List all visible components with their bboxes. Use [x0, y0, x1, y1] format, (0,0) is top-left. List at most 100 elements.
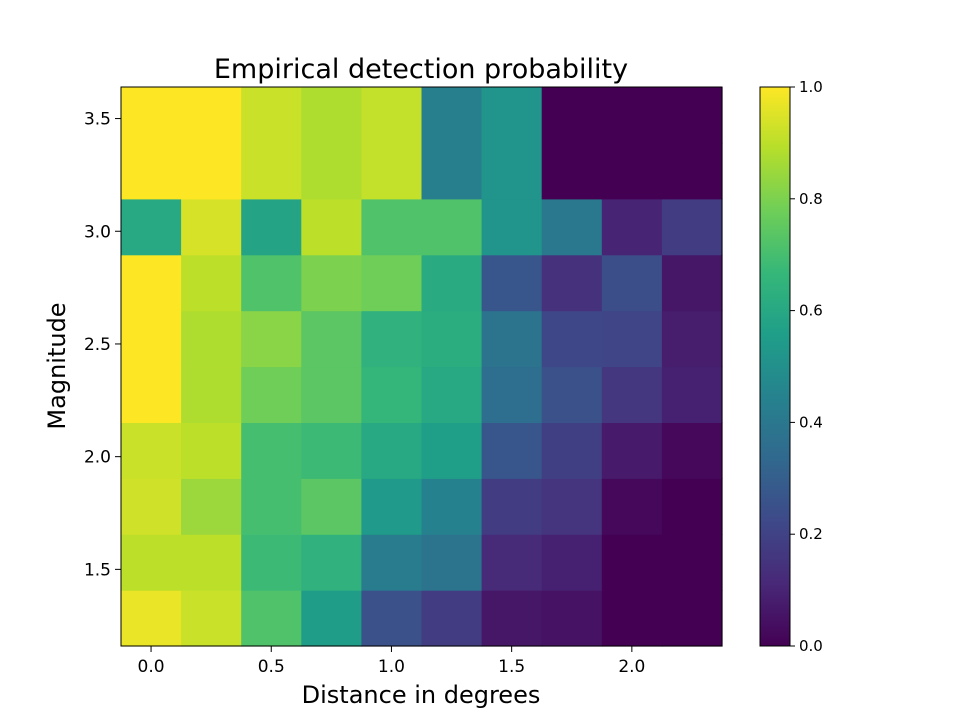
- heatmap-cell: [481, 478, 543, 535]
- heatmap-cell: [361, 534, 423, 591]
- heatmap-cell: [181, 366, 242, 423]
- heatmap-cell: [421, 310, 483, 368]
- heatmap-cell: [121, 310, 182, 368]
- heatmap-cell: [481, 142, 543, 200]
- heatmap-cell: [301, 590, 362, 647]
- x-tick-label: 1.0: [378, 657, 405, 677]
- heatmap-cell: [601, 534, 663, 591]
- heatmap-cell: [421, 478, 483, 535]
- heatmap-cell: [241, 534, 302, 591]
- heatmap-cell: [241, 254, 302, 312]
- heatmap-cell: [241, 198, 302, 256]
- heatmap-cell: [121, 534, 182, 591]
- heatmap-cell: [181, 534, 242, 591]
- heatmap-cell: [181, 310, 242, 368]
- x-tick-label: 2.0: [618, 657, 645, 677]
- y-tick-label: 3.0: [84, 222, 111, 242]
- x-tick-label: 1.5: [498, 657, 525, 677]
- heatmap-cell: [361, 254, 423, 312]
- y-tick-label: 2.0: [84, 448, 111, 468]
- heatmap-cell: [481, 422, 543, 479]
- heatmap-cell: [241, 478, 302, 535]
- heatmap-cell: [241, 366, 302, 423]
- colorbar-tick-label: 1.0: [799, 78, 823, 96]
- heatmap-cell: [541, 254, 603, 312]
- heatmap-cell: [481, 590, 543, 647]
- heatmap-cell: [121, 87, 182, 144]
- heatmap-cell: [301, 366, 362, 423]
- heatmap-cell: [421, 254, 483, 312]
- heatmap-cell: [661, 478, 723, 535]
- heatmap-cell: [541, 310, 603, 368]
- heatmap-cell: [661, 590, 723, 647]
- colorbar-tick-label: 0.0: [799, 637, 823, 655]
- heatmap-cell: [661, 254, 723, 312]
- heatmap-cell: [361, 142, 423, 200]
- heatmap-cell: [181, 478, 242, 535]
- heatmap-cell: [601, 310, 663, 368]
- y-tick-label: 1.5: [84, 560, 111, 580]
- heatmap-cell: [541, 590, 603, 647]
- colorbar: [759, 86, 791, 647]
- heatmap-cell: [301, 254, 362, 312]
- y-tick-label: 3.5: [84, 110, 111, 130]
- heatmap-cell: [121, 478, 182, 535]
- heatmap-cell: [301, 422, 362, 479]
- x-tick-label: 0.0: [138, 657, 165, 677]
- heatmap-cell: [181, 422, 242, 479]
- heatmap-cell: [121, 590, 182, 647]
- heatmap-cell: [481, 534, 543, 591]
- heatmap-cell: [661, 87, 723, 144]
- heatmap-cell: [661, 142, 723, 200]
- heatmap-cell: [421, 534, 483, 591]
- colorbar-ticks: 0.0 0.2 0.4 0.6 0.8 1.0: [790, 78, 823, 655]
- y-axis-label: Magnitude: [43, 302, 71, 429]
- heatmap-cell: [481, 254, 543, 312]
- heatmap-cell: [481, 310, 543, 368]
- heatmap-cell: [541, 534, 603, 591]
- heatmap-cell: [601, 142, 663, 200]
- heatmap-cell: [601, 254, 663, 312]
- heatmap-cell: [301, 478, 362, 535]
- heatmap-cell: [121, 422, 182, 479]
- heatmap-cell: [301, 142, 362, 200]
- heatmap-cell: [301, 310, 362, 368]
- heatmap-cell: [241, 422, 302, 479]
- heatmap-cell: [601, 87, 663, 144]
- colorbar-tick-label: 0.6: [799, 302, 823, 320]
- plot-area-frame: [120, 86, 723, 647]
- heatmap-cell: [181, 254, 242, 312]
- heatmap-cell: [661, 422, 723, 479]
- heatmap-cell: [661, 534, 723, 591]
- heatmap-cell: [541, 478, 603, 535]
- x-tick-label: 0.5: [258, 657, 285, 677]
- heatmap-cell: [541, 422, 603, 479]
- y-tick-label: 2.5: [84, 335, 111, 355]
- heatmap-cell: [541, 198, 603, 256]
- colorbar-tick-label: 0.8: [799, 190, 823, 208]
- heatmap-cell: [421, 422, 483, 479]
- heatmap-cell: [601, 590, 663, 647]
- heatmap-cell: [601, 198, 663, 256]
- heatmap-cell: [541, 366, 603, 423]
- heatmap-cell: [241, 310, 302, 368]
- heatmap-cell: [181, 87, 242, 144]
- heatmap-cell: [421, 87, 483, 144]
- heatmap-cell: [241, 590, 302, 647]
- heatmap-cell: [421, 590, 483, 647]
- heatmap-cells: [121, 87, 723, 647]
- x-axis-label: Distance in degrees: [302, 681, 541, 709]
- heatmap-cell: [481, 198, 543, 256]
- colorbar-tick-label: 0.2: [799, 525, 823, 543]
- x-axis: 0.0 0.5 1.0 1.5 2.0: [138, 646, 645, 677]
- heatmap-cell: [121, 198, 182, 256]
- heatmap-cell: [361, 590, 423, 647]
- heatmap-cell: [361, 87, 423, 144]
- heatmap-cell: [601, 366, 663, 423]
- heatmap-cell: [361, 478, 423, 535]
- heatmap-cell: [241, 142, 302, 200]
- heatmap-cell: [181, 590, 242, 647]
- heatmap-cell: [541, 87, 603, 144]
- heatmap-cell: [541, 142, 603, 200]
